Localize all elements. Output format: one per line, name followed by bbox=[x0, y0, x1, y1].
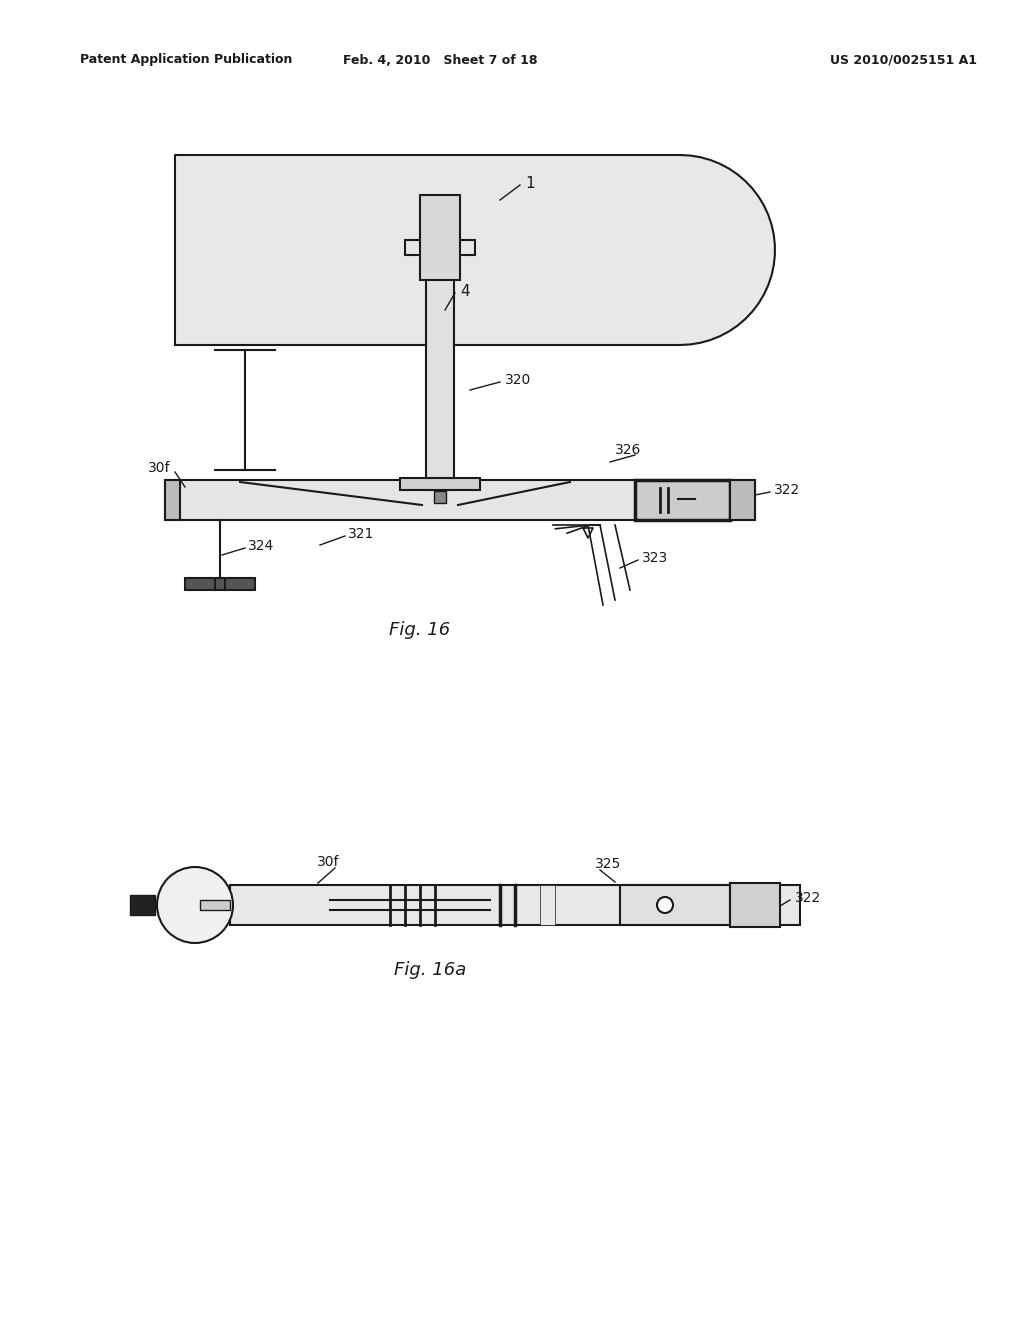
Text: US 2010/0025151 A1: US 2010/0025151 A1 bbox=[830, 54, 977, 66]
Text: 322: 322 bbox=[795, 891, 821, 906]
Text: 323: 323 bbox=[642, 550, 669, 565]
Text: Feb. 4, 2010   Sheet 7 of 18: Feb. 4, 2010 Sheet 7 of 18 bbox=[343, 54, 538, 66]
Text: 321: 321 bbox=[348, 527, 375, 541]
Text: Fig. 16a: Fig. 16a bbox=[394, 961, 466, 979]
Bar bbox=[730, 883, 780, 927]
Bar bbox=[620, 884, 730, 925]
Text: 320: 320 bbox=[505, 374, 531, 387]
Text: Patent Application Publication: Patent Application Publication bbox=[80, 54, 293, 66]
Bar bbox=[406, 240, 475, 255]
Text: 326: 326 bbox=[615, 444, 641, 457]
Text: 1: 1 bbox=[525, 176, 535, 190]
Bar bbox=[434, 491, 446, 503]
Circle shape bbox=[157, 867, 233, 942]
Bar bbox=[730, 480, 755, 520]
Bar bbox=[185, 578, 255, 590]
Text: 30f: 30f bbox=[316, 855, 339, 869]
Polygon shape bbox=[175, 154, 775, 345]
Bar bbox=[426, 260, 454, 490]
Bar bbox=[635, 480, 730, 520]
Bar bbox=[130, 895, 155, 915]
Bar bbox=[540, 884, 555, 925]
Text: Fig. 16: Fig. 16 bbox=[389, 620, 451, 639]
Bar bbox=[420, 195, 460, 280]
Text: 324: 324 bbox=[248, 539, 274, 553]
Text: 325: 325 bbox=[595, 857, 622, 871]
Bar bbox=[400, 478, 480, 490]
Bar bbox=[230, 884, 800, 925]
Text: 30f: 30f bbox=[148, 461, 171, 475]
Bar bbox=[200, 900, 230, 909]
Text: 322: 322 bbox=[774, 483, 800, 498]
Circle shape bbox=[657, 898, 673, 913]
Text: 4: 4 bbox=[460, 284, 470, 298]
Bar bbox=[165, 480, 180, 520]
Bar bbox=[165, 480, 755, 520]
